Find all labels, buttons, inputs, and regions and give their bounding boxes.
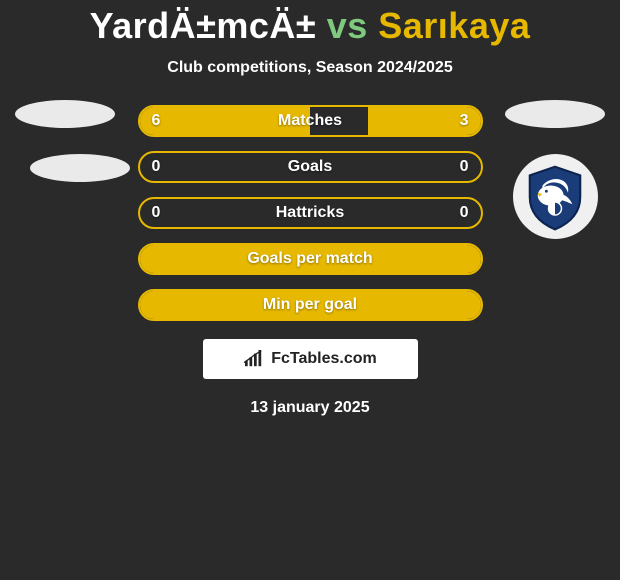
club-badge-placeholder xyxy=(15,100,115,128)
date-label: 13 january 2025 xyxy=(0,399,620,417)
stat-row: 0 Hattricks 0 xyxy=(138,197,483,229)
stat-value-right: 0 xyxy=(460,204,469,222)
stat-value-right: 3 xyxy=(460,112,469,130)
stat-value-right: 0 xyxy=(460,158,469,176)
player1-name: YardÄ±mcÄ± xyxy=(90,5,317,46)
stat-row: 6 Matches 3 xyxy=(138,105,483,137)
player2-name: Sarıkaya xyxy=(378,5,530,46)
club-logo-erzurumspor xyxy=(513,154,598,239)
stat-row: Min per goal xyxy=(138,289,483,321)
page-title: YardÄ±mcÄ± vs Sarıkaya xyxy=(0,5,620,47)
subtitle: Club competitions, Season 2024/2025 xyxy=(0,59,620,77)
stats-card: YardÄ±mcÄ± vs Sarıkaya Club competitions… xyxy=(0,0,620,417)
stat-rows: 6 Matches 3 0 Goals 0 0 Hattricks 0 Goals per mat… xyxy=(138,105,483,321)
stat-label: Min per goal xyxy=(263,296,357,314)
vs-separator: vs xyxy=(327,5,368,46)
stat-label: Matches xyxy=(278,112,342,130)
club-badge-placeholder xyxy=(30,154,130,182)
right-club-badges xyxy=(500,100,610,239)
shield-eagle-icon xyxy=(519,161,591,233)
bar-chart-icon xyxy=(243,350,265,368)
stat-value-left: 0 xyxy=(152,158,161,176)
content-area: 6 Matches 3 0 Goals 0 0 Hattricks 0 Goals per mat… xyxy=(0,105,620,417)
stat-label: Goals per match xyxy=(247,250,372,268)
club-badge-placeholder xyxy=(505,100,605,128)
left-club-badges xyxy=(10,100,120,208)
stat-label: Hattricks xyxy=(276,204,344,222)
stat-row: 0 Goals 0 xyxy=(138,151,483,183)
watermark: FcTables.com xyxy=(203,339,418,379)
stat-row: Goals per match xyxy=(138,243,483,275)
stat-value-left: 0 xyxy=(152,204,161,222)
watermark-text: FcTables.com xyxy=(271,350,377,368)
stat-value-left: 6 xyxy=(152,112,161,130)
stat-label: Goals xyxy=(288,158,332,176)
